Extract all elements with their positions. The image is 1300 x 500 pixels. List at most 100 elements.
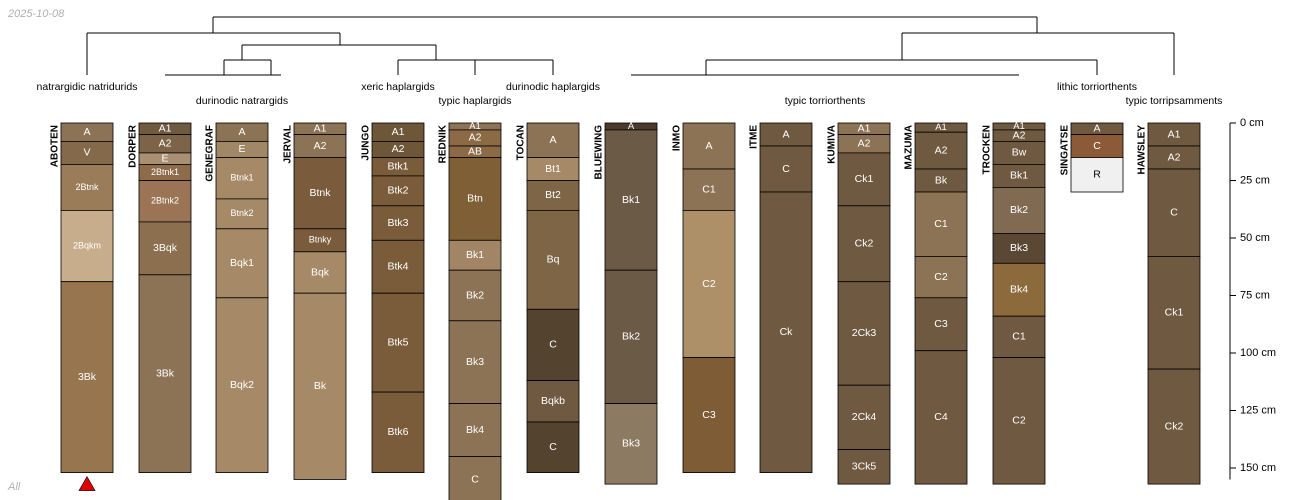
profile-name: INMO [672, 125, 683, 151]
depth-tick-label: 125 cm [1240, 404, 1276, 416]
horizon-label: A [705, 140, 712, 152]
profile-dorper: DORPER A1 A2 E 2Btnk1 2Btnk2 3Bqk 3Bk [128, 123, 192, 473]
horizon-label: Btn [467, 193, 483, 205]
profile-name: HAWSLEY [1137, 125, 1148, 175]
taxon-label: natrargidic natridurids [37, 81, 138, 93]
horizon [992, 315, 1046, 359]
horizon-label: Btnky [309, 235, 332, 245]
horizon-label: Bk2 [466, 289, 484, 301]
horizon-label: Bk4 [1010, 284, 1028, 296]
horizon [448, 239, 502, 271]
horizon-label: Bk1 [466, 249, 484, 261]
horizon [526, 380, 580, 423]
horizon [138, 180, 192, 223]
horizon-label: Bq [547, 254, 560, 266]
profile-name: GENEGRAF [205, 125, 216, 182]
horizon-label: C1 [1012, 331, 1026, 343]
horizon [914, 350, 968, 485]
profile-name: JUNGO [361, 125, 372, 161]
horizon [992, 186, 1046, 234]
horizon [682, 209, 736, 358]
horizon [293, 157, 347, 230]
profile-aboten: ABOTEN AV 2Btnk 2Bqkm 3Bk [50, 122, 114, 491]
horizon-label: 2Ck3 [852, 327, 877, 339]
horizon [1070, 157, 1124, 193]
horizon [448, 403, 502, 457]
horizon-label: 2Btnk2 [151, 196, 179, 206]
profile-jungo: JUNGO A1 A2 Btk1 Btk2 Btk3 Btk4 Btk5 Btk6 [361, 122, 425, 474]
taxon-label: typic torriorthents [785, 95, 866, 107]
horizon-label: Btnk2 [230, 208, 253, 218]
profile-name: TROCKEN [982, 125, 993, 174]
horizon-label: Bt1 [545, 163, 561, 175]
horizon-label: A1 [314, 123, 327, 135]
horizon [371, 205, 425, 241]
horizon-label: Btnk [309, 187, 331, 199]
horizon [371, 239, 425, 294]
horizon-label: Btk1 [387, 160, 408, 172]
horizon [526, 122, 580, 158]
horizon-label: Bk [935, 174, 948, 186]
horizon-label: 3Bk [78, 371, 97, 383]
horizon-label: A1 [392, 126, 405, 138]
horizon [914, 191, 968, 257]
depth-tick-label: 25 cm [1240, 174, 1270, 186]
horizon-label: A [1093, 123, 1100, 135]
horizon-label: C [1170, 206, 1178, 218]
footer-label: All [8, 481, 21, 493]
horizon [448, 456, 502, 500]
duripan-marker [78, 475, 96, 491]
horizon [1147, 368, 1201, 485]
horizon-label: E [238, 143, 245, 155]
horizon [837, 449, 891, 485]
profile-name: MAZUMA [904, 125, 915, 169]
horizon [992, 232, 1046, 264]
horizon-label: A1 [858, 123, 871, 135]
horizon-label: Bqk2 [230, 379, 254, 391]
horizon [992, 357, 1046, 485]
horizon [682, 122, 736, 170]
horizon-label: A [549, 134, 556, 146]
horizon-label: A2 [469, 132, 482, 144]
profile-name: DORPER [128, 124, 139, 168]
horizon-label: C2 [934, 271, 948, 283]
horizon-label: C [1093, 140, 1101, 152]
horizon [215, 228, 269, 299]
horizon-label: Bt2 [545, 189, 561, 201]
horizon-label: 2Ck4 [852, 411, 877, 423]
profile-name: TOCAN [516, 125, 527, 160]
horizon-label: Btk6 [387, 426, 408, 438]
horizon [604, 269, 658, 405]
horizon-label: A2 [392, 143, 405, 155]
horizon-label: Ck2 [855, 238, 874, 250]
horizon-label: Ck [780, 326, 794, 338]
horizon [837, 152, 891, 207]
horizon-label: A [628, 121, 635, 132]
profile-name: REDNIK [438, 124, 449, 163]
horizon [293, 292, 347, 480]
profile-bluewing: BLUEWING A Bk1 Bk2 Bk3 [594, 121, 658, 485]
horizon-label: C1 [934, 218, 948, 230]
horizon-label: C2 [702, 278, 716, 290]
horizon-label: V [83, 147, 90, 159]
horizon-label: 3Ck5 [852, 461, 877, 473]
horizon-label: C [782, 163, 790, 175]
horizon [992, 262, 1046, 317]
horizon-label: Btk4 [387, 261, 408, 273]
depth-tick-label: 100 cm [1240, 347, 1276, 359]
horizon-label: A2 [314, 140, 327, 152]
horizon [60, 163, 114, 211]
horizon-label: Btk2 [387, 185, 408, 197]
profile-singatse: SINGATSE AC R [1060, 123, 1124, 193]
profile-name: KUMIVA [827, 125, 838, 164]
horizon-label: C2 [1012, 415, 1026, 427]
horizon-label: A1 [1013, 121, 1025, 132]
horizon-label: A2 [858, 137, 871, 149]
horizon-label: C [549, 441, 557, 453]
horizon [138, 221, 192, 276]
horizon [371, 175, 425, 207]
horizon-label: A2 [935, 144, 948, 156]
horizon-label: Bk3 [466, 356, 484, 368]
